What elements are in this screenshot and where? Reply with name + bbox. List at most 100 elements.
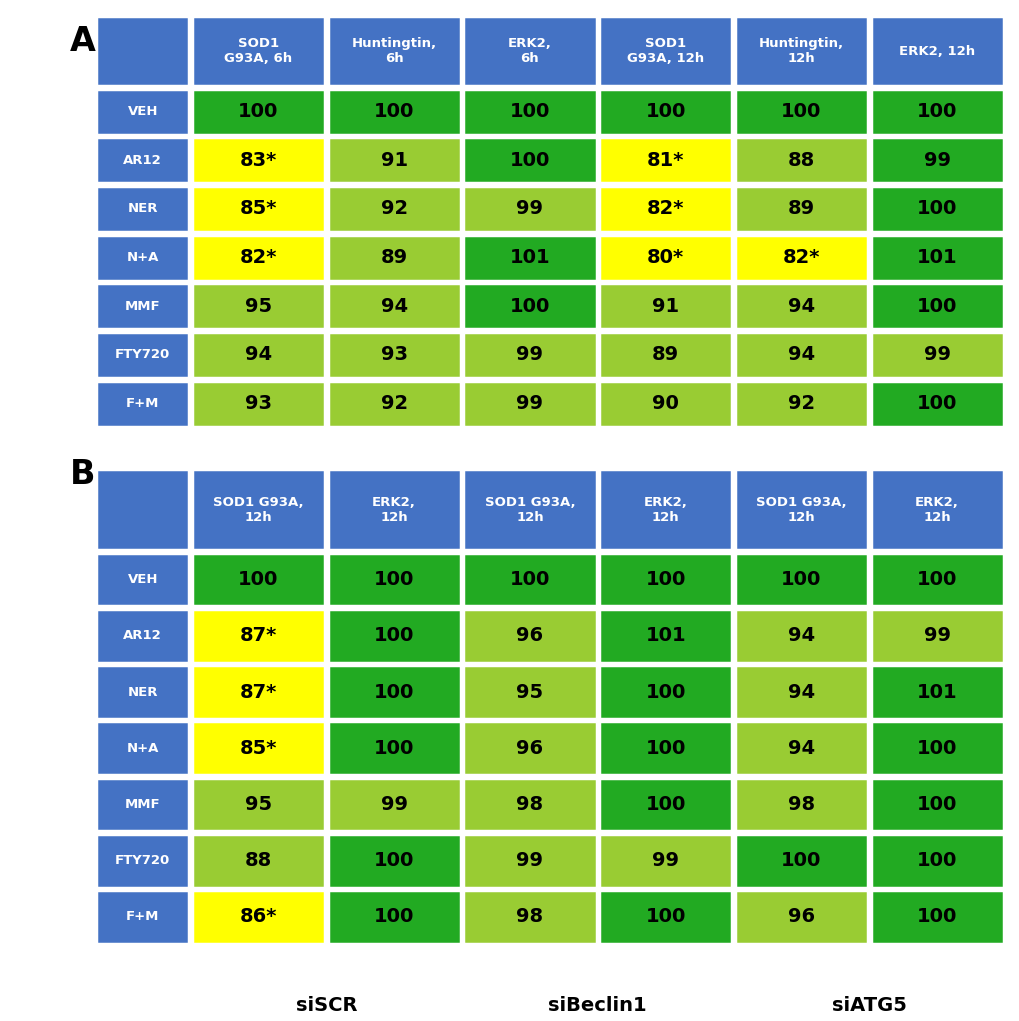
Text: ERK2,
12h: ERK2, 12h — [643, 496, 687, 524]
Text: F+M: F+M — [126, 911, 159, 923]
Bar — [463, 89, 596, 135]
Text: 94: 94 — [787, 626, 814, 645]
Text: ERK2,
6h: ERK2, 6h — [507, 37, 551, 65]
Bar — [734, 16, 867, 86]
Text: 100: 100 — [916, 102, 957, 121]
Text: 83*: 83* — [239, 151, 277, 169]
Bar — [192, 552, 325, 606]
Text: SOD1 G93A,
12h: SOD1 G93A, 12h — [484, 496, 575, 524]
Text: B: B — [70, 458, 96, 491]
Bar — [734, 890, 867, 943]
Bar — [96, 283, 190, 330]
Bar — [192, 381, 325, 427]
Bar — [869, 89, 1003, 135]
Text: N+A: N+A — [126, 741, 159, 755]
Bar — [869, 609, 1003, 663]
Text: 100: 100 — [374, 570, 414, 589]
Bar — [463, 778, 596, 831]
Bar — [598, 834, 732, 887]
Text: 95: 95 — [245, 795, 272, 814]
Text: 100: 100 — [916, 297, 957, 315]
Text: 89: 89 — [651, 345, 679, 364]
Bar — [598, 186, 732, 232]
Bar — [734, 186, 867, 232]
Text: 99: 99 — [516, 199, 543, 218]
Bar — [192, 890, 325, 943]
Bar — [598, 609, 732, 663]
Bar — [598, 16, 732, 86]
Bar — [869, 890, 1003, 943]
Text: Huntingtin,
6h: Huntingtin, 6h — [352, 37, 436, 65]
Text: 100: 100 — [645, 570, 685, 589]
Text: 82*: 82* — [646, 199, 684, 218]
Text: 92: 92 — [787, 394, 814, 414]
Text: 100: 100 — [645, 795, 685, 814]
Bar — [327, 332, 461, 378]
Text: 100: 100 — [510, 297, 549, 315]
Text: 100: 100 — [510, 102, 549, 121]
Bar — [869, 283, 1003, 330]
Text: 96: 96 — [516, 626, 543, 645]
Text: 91: 91 — [380, 151, 408, 169]
Bar — [327, 470, 461, 550]
Text: 88: 88 — [245, 852, 272, 870]
Bar — [734, 665, 867, 719]
Bar — [327, 834, 461, 887]
Bar — [327, 16, 461, 86]
Text: 94: 94 — [787, 739, 814, 758]
Bar — [463, 470, 596, 550]
Text: 100: 100 — [645, 908, 685, 926]
Bar — [869, 235, 1003, 281]
Text: 100: 100 — [238, 570, 278, 589]
Bar — [734, 89, 867, 135]
Bar — [327, 722, 461, 775]
Text: 80*: 80* — [646, 248, 684, 268]
Text: 101: 101 — [645, 626, 686, 645]
Bar — [327, 609, 461, 663]
Bar — [463, 552, 596, 606]
Bar — [463, 722, 596, 775]
Text: 99: 99 — [923, 345, 950, 364]
Text: N+A: N+A — [126, 251, 159, 264]
Bar — [96, 235, 190, 281]
Text: 95: 95 — [516, 682, 543, 701]
Bar — [869, 778, 1003, 831]
Bar — [463, 381, 596, 427]
Bar — [463, 283, 596, 330]
Text: 100: 100 — [916, 394, 957, 414]
Bar — [192, 235, 325, 281]
Text: 100: 100 — [374, 739, 414, 758]
Bar — [192, 722, 325, 775]
Text: ERK2,
12h: ERK2, 12h — [914, 496, 958, 524]
Bar — [327, 665, 461, 719]
Bar — [96, 16, 190, 86]
Text: 101: 101 — [916, 682, 957, 701]
Bar — [327, 552, 461, 606]
Bar — [96, 89, 190, 135]
Bar — [96, 186, 190, 232]
Bar — [869, 332, 1003, 378]
Bar — [598, 890, 732, 943]
Text: 85*: 85* — [239, 739, 277, 758]
Bar — [463, 137, 596, 184]
Text: 100: 100 — [645, 102, 685, 121]
Bar — [192, 834, 325, 887]
Bar — [734, 381, 867, 427]
Text: 100: 100 — [916, 570, 957, 589]
Bar — [96, 609, 190, 663]
Text: 82*: 82* — [239, 248, 277, 268]
Bar — [734, 283, 867, 330]
Bar — [734, 137, 867, 184]
Text: 100: 100 — [916, 908, 957, 926]
Bar — [734, 834, 867, 887]
Text: 99: 99 — [516, 345, 543, 364]
Bar — [598, 137, 732, 184]
Bar — [734, 778, 867, 831]
Bar — [869, 186, 1003, 232]
Text: 81*: 81* — [646, 151, 684, 169]
Text: 100: 100 — [781, 570, 820, 589]
Text: 98: 98 — [516, 795, 543, 814]
Text: 93: 93 — [380, 345, 408, 364]
Bar — [869, 16, 1003, 86]
Bar — [192, 186, 325, 232]
